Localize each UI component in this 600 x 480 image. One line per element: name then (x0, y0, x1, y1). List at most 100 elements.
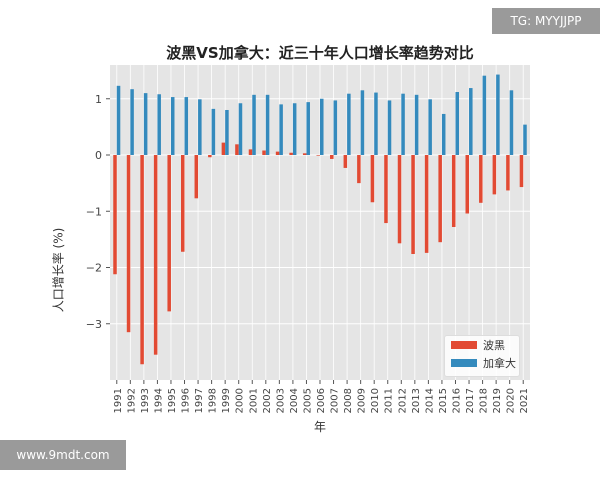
y-tick-label: −2 (86, 262, 102, 275)
bar-bosnia-2012 (397, 155, 402, 244)
bar-canada-2009 (360, 90, 365, 155)
chart-title: 波黑VS加拿大：近三十年人口增长率趋势对比 (166, 44, 474, 62)
bar-canada-2021 (523, 124, 527, 155)
bar-bosnia-2007 (330, 155, 334, 159)
bar-canada-2000 (238, 103, 243, 155)
x-tick-label: 2000 (235, 388, 246, 413)
x-tick-label: 2013 (411, 388, 422, 413)
legend-label-bosnia: 波黑 (483, 339, 505, 352)
y-tick-label: 0 (95, 149, 102, 162)
bar-bosnia-2009 (357, 155, 361, 184)
bar-bosnia-2014 (424, 155, 429, 253)
x-tick-label: 2012 (397, 388, 408, 413)
bar-bosnia-1999 (221, 142, 226, 155)
x-tick-label: 2006 (316, 388, 327, 413)
x-tick-label: 1996 (181, 388, 192, 413)
y-tick-label: −1 (86, 205, 102, 218)
bar-bosnia-1995 (167, 155, 171, 312)
bar-canada-1997 (198, 99, 202, 155)
bar-bosnia-1992 (126, 155, 131, 333)
x-tick-label: 1994 (153, 388, 164, 413)
legend-swatch-bosnia (451, 341, 477, 349)
bar-canada-2018 (482, 75, 487, 155)
bar-canada-2006 (320, 98, 324, 155)
bar-bosnia-1996 (180, 155, 185, 252)
bar-bosnia-2016 (451, 155, 456, 227)
legend-label-canada: 加拿大 (483, 357, 516, 370)
x-tick-label: 2021 (519, 388, 530, 413)
x-tick-label: 1995 (167, 388, 178, 413)
bar-canada-1998 (211, 108, 216, 155)
x-tick-label: 2008 (343, 388, 354, 413)
bar-bosnia-2013 (411, 155, 415, 254)
x-tick-label: 2005 (302, 388, 313, 413)
bar-canada-2007 (333, 100, 338, 155)
x-tick-label: 1997 (194, 388, 205, 413)
bar-bosnia-2011 (384, 155, 388, 224)
bar-bosnia-1991 (113, 155, 117, 275)
x-tick-label: 2001 (248, 388, 259, 413)
bar-canada-2005 (306, 102, 310, 155)
bar-bosnia-2001 (248, 149, 253, 155)
bar-canada-2012 (401, 93, 405, 155)
bar-canada-2008 (347, 93, 351, 155)
bar-canada-2013 (414, 94, 419, 155)
bar-bosnia-2010 (370, 155, 375, 203)
bar-canada-2010 (374, 92, 378, 155)
bar-canada-2017 (469, 88, 473, 155)
bar-canada-2011 (387, 100, 392, 155)
bar-bosnia-2017 (465, 155, 470, 214)
x-tick-label: 1991 (113, 388, 124, 413)
bar-canada-1994 (157, 94, 161, 155)
x-tick-label: 2018 (479, 388, 490, 413)
watermark-telegram: TG: MYYJJPP (492, 8, 600, 34)
bar-bosnia-1998 (208, 155, 212, 158)
legend: 波黑 加拿大 (444, 335, 520, 377)
bar-bosnia-2021 (519, 155, 524, 188)
bar-canada-1993 (143, 93, 148, 155)
bar-bosnia-2018 (479, 155, 483, 203)
x-tick-label: 2020 (506, 388, 517, 413)
x-tick-label: 2019 (492, 388, 503, 413)
x-tick-label: 2015 (438, 388, 449, 413)
bar-bosnia-2004 (289, 152, 293, 155)
bar-bosnia-2003 (275, 151, 280, 155)
x-axis-label: 年 (313, 420, 326, 434)
x-tick-label: 2003 (275, 388, 286, 413)
x-tick-label: 1992 (126, 388, 137, 413)
bar-canada-2016 (455, 92, 460, 155)
x-tick-label: 2017 (465, 388, 476, 413)
bar-canada-2001 (252, 94, 256, 155)
bar-bosnia-2002 (262, 150, 266, 155)
bar-bosnia-2019 (492, 155, 497, 195)
x-tick-label: 2011 (384, 388, 395, 413)
bar-canada-2002 (265, 94, 270, 155)
x-tick-label: 2004 (289, 388, 300, 413)
x-tick-label: 2014 (424, 388, 435, 413)
bar-canada-2004 (292, 103, 297, 155)
y-tick-label: 1 (95, 93, 102, 106)
x-tick-label: 2016 (451, 388, 462, 413)
bar-canada-2019 (496, 74, 500, 155)
bar-bosnia-1993 (140, 155, 144, 365)
bar-canada-2015 (441, 113, 446, 155)
legend-swatch-canada (451, 359, 477, 367)
y-tick-label: −3 (86, 318, 102, 331)
x-tick-label: 2010 (370, 388, 381, 413)
bar-canada-1999 (225, 110, 229, 155)
bar-bosnia-2000 (235, 144, 239, 155)
bar-bosnia-2005 (302, 153, 307, 155)
bar-bosnia-2020 (506, 155, 510, 191)
x-tick-label: 1993 (140, 388, 151, 413)
legend-item-bosnia: 波黑 (445, 336, 519, 354)
bar-canada-1995 (170, 97, 175, 155)
watermark-site: www.9mdt.com (0, 440, 126, 470)
bar-bosnia-1994 (153, 155, 158, 355)
bar-canada-2014 (428, 99, 432, 155)
x-tick-label: 2002 (262, 388, 273, 413)
legend-item-canada: 加拿大 (445, 354, 519, 372)
x-tick-label: 2007 (330, 388, 341, 413)
bar-canada-2003 (279, 104, 283, 155)
